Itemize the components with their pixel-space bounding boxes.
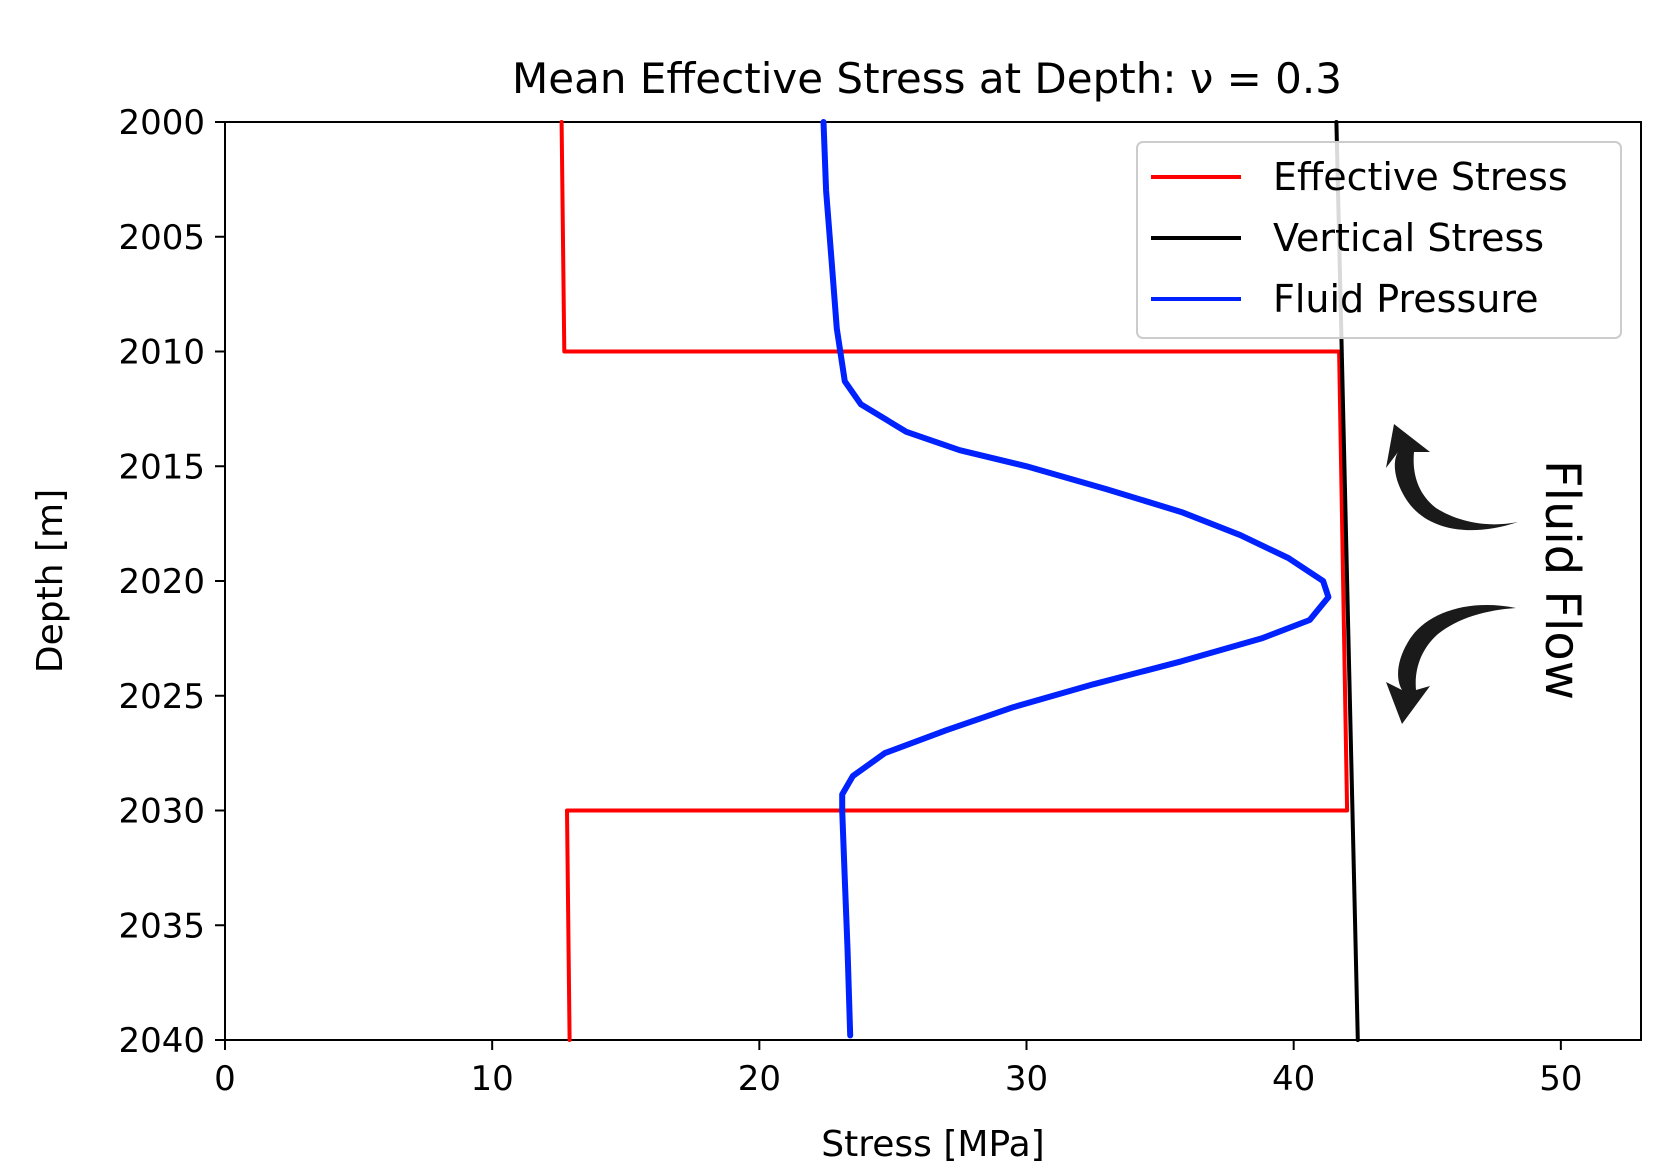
down-arrow-icon <box>1386 605 1516 724</box>
x-axis-label: Stress [MPa] <box>821 1124 1044 1165</box>
up-arrow-icon <box>1386 424 1518 531</box>
series-line-fluid-pressure <box>820 119 1332 1039</box>
fluid-flow-annotation: Fluid Flow <box>1386 424 1590 724</box>
legend-box <box>1136 141 1622 339</box>
x-tick-label: 20 <box>738 1059 781 1099</box>
x-tick-label: 50 <box>1539 1059 1582 1099</box>
y-axis-label: Depth [m] <box>30 489 71 673</box>
y-tick-label: 2010 <box>118 333 205 373</box>
y-axis: 2000 2005 2010 2015 2020 2025 2030 2035 2040 <box>118 103 225 1061</box>
y-tick-label: 2005 <box>118 218 205 258</box>
x-tick-label: 10 <box>471 1059 514 1099</box>
legend-label: Effective Stress <box>1273 155 1568 199</box>
y-tick-label: 2040 <box>118 1021 205 1061</box>
y-tick-label: 2035 <box>118 906 205 946</box>
series-line-effective-stress <box>559 120 1350 1042</box>
x-tick-label: 30 <box>1005 1059 1048 1099</box>
legend: Effective Stress Vertical Stress Fluid Pre… <box>1136 141 1622 339</box>
chart-title: Mean Effective Stress at Depth: ν = 0.3 <box>512 54 1342 103</box>
x-tick-label: 0 <box>214 1059 236 1099</box>
legend-label: Vertical Stress <box>1273 216 1544 260</box>
x-axis: 0 10 20 30 40 50 <box>214 1040 1582 1099</box>
fluid-flow-label: Fluid Flow <box>1534 460 1590 700</box>
x-tick-label: 40 <box>1272 1059 1315 1099</box>
y-tick-label: 2025 <box>118 677 205 717</box>
y-tick-label: 2020 <box>118 562 205 602</box>
y-tick-label: 2015 <box>118 447 205 487</box>
legend-label: Fluid Pressure <box>1273 277 1539 321</box>
y-tick-label: 2030 <box>118 792 205 832</box>
y-tick-label: 2000 <box>118 103 205 143</box>
